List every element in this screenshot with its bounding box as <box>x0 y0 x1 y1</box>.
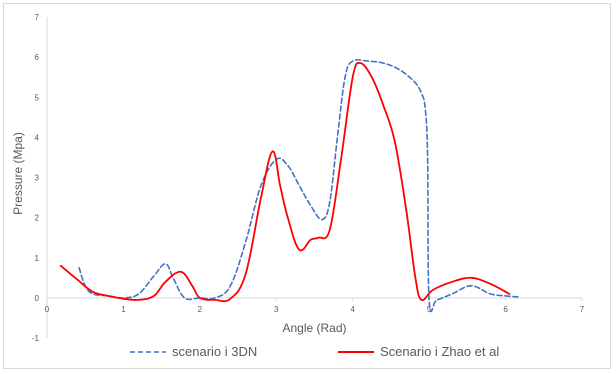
series-layer <box>59 58 522 313</box>
x-tick-label: 5 <box>427 305 432 314</box>
y-tick-label: 2 <box>35 214 40 223</box>
tick-labels: 0 1 2 3 4 5 6 7 -1 0 1 2 3 4 5 6 7 <box>32 13 585 343</box>
y-axis-title: Pressure (Mpa) <box>11 132 25 215</box>
y-tick-label: 6 <box>35 53 40 62</box>
x-tick-label: 7 <box>580 305 585 314</box>
legend-label-0: scenario i 3DN <box>172 344 257 359</box>
y-tick-label: 0 <box>35 294 40 303</box>
series-line-0 <box>78 58 522 313</box>
x-tick-label: 2 <box>198 305 203 314</box>
axes <box>46 17 583 338</box>
x-tick-label: 0 <box>45 305 50 314</box>
chart-frame <box>3 3 611 369</box>
legend: scenario i 3DN Scenario i Zhao et al <box>130 344 499 359</box>
legend-label-1: Scenario i Zhao et al <box>380 344 499 359</box>
x-tick-label: 6 <box>503 305 508 314</box>
y-tick-label: -1 <box>32 334 40 343</box>
y-tick-label: 7 <box>35 13 40 22</box>
x-tick-label: 1 <box>121 305 126 314</box>
y-tick-label: 1 <box>35 254 40 263</box>
y-tick-label: 5 <box>35 93 40 102</box>
y-tick-label: 4 <box>35 133 40 142</box>
x-tick-label: 3 <box>274 305 279 314</box>
x-axis-title: Angle (Rad) <box>282 321 346 335</box>
series-line-1 <box>59 62 511 303</box>
y-tick-label: 3 <box>35 174 40 183</box>
x-tick-label: 4 <box>350 305 355 314</box>
